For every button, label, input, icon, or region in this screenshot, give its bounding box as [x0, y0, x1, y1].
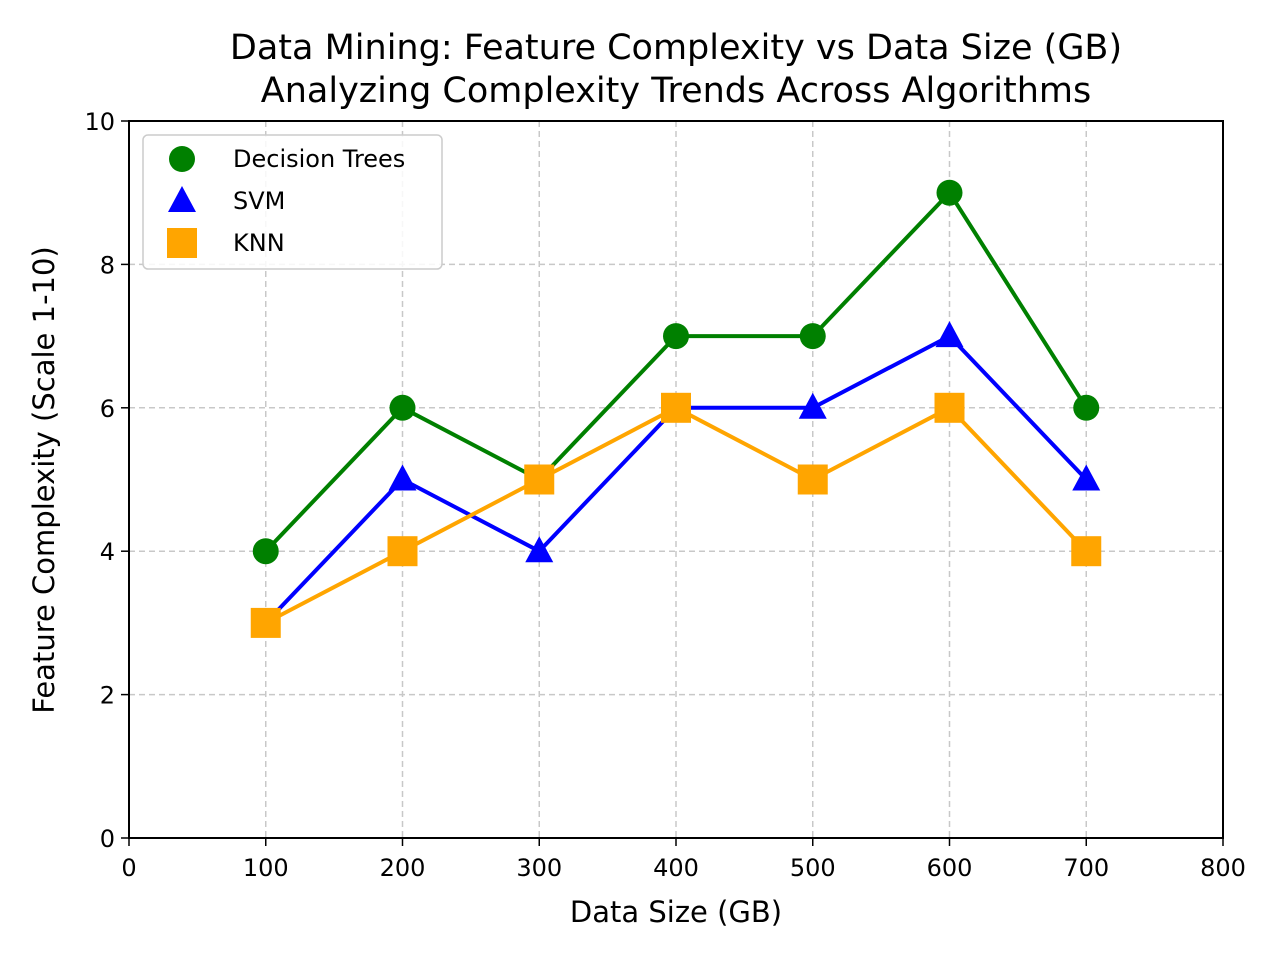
data-point-decision-trees — [1073, 394, 1100, 421]
data-point-decision-trees — [663, 323, 689, 350]
y-tick-label: 6 — [100, 395, 115, 423]
data-point-svm — [388, 464, 417, 491]
x-tick-label: 300 — [516, 854, 562, 882]
chart-title: Data Mining: Feature Complexity vs Data … — [230, 28, 1122, 68]
series-layer — [250, 179, 1102, 638]
x-tick-label: 0 — [121, 854, 136, 882]
x-tick-label: 800 — [1200, 854, 1246, 882]
x-tick-label: 400 — [653, 854, 699, 882]
data-point-knn — [387, 536, 418, 567]
y-tick-label: 8 — [100, 251, 115, 279]
y-tick-label: 2 — [100, 682, 115, 710]
data-point-decision-trees — [936, 179, 963, 206]
data-point-decision-trees — [389, 394, 416, 421]
legend-marker-svm — [168, 186, 196, 212]
legend-marker-decision-trees — [169, 146, 195, 172]
x-tick-label: 700 — [1063, 854, 1109, 882]
x-axis-label: Data Size (GB) — [570, 895, 782, 929]
data-point-knn — [661, 392, 691, 423]
data-point-svm — [525, 536, 554, 563]
legend: Decision Trees SVM KNN — [142, 134, 443, 270]
data-point-knn — [797, 464, 828, 495]
y-axis-label: Feature Complexity (Scale 1-10) — [27, 246, 61, 714]
series-decision-trees — [252, 179, 1100, 565]
data-point-svm — [935, 321, 964, 348]
legend-label-decision-trees: Decision Trees — [233, 145, 405, 173]
data-point-knn — [250, 607, 281, 638]
data-point-knn — [524, 464, 555, 495]
data-point-svm — [1072, 464, 1101, 491]
x-tick-label: 500 — [790, 854, 836, 882]
axis-ticks: 0 100 200 300 400 500 600 700 800 0 2 4 6 8 10 — [84, 108, 1245, 882]
data-point-knn — [934, 392, 965, 423]
data-point-decision-trees — [799, 323, 826, 350]
series-knn — [250, 392, 1102, 638]
legend-marker-knn — [167, 228, 197, 258]
x-tick-label: 600 — [927, 854, 973, 882]
y-tick-label: 4 — [100, 538, 115, 566]
x-tick-label: 200 — [380, 854, 426, 882]
data-point-svm — [798, 392, 827, 419]
y-tick-label: 0 — [100, 825, 115, 853]
x-tick-label: 100 — [243, 854, 289, 882]
chart-subtitle: Analyzing Complexity Trends Across Algor… — [261, 71, 1091, 111]
series-line-svm — [264, 334, 1088, 625]
data-point-knn — [1071, 536, 1102, 567]
legend-label-knn: KNN — [233, 229, 285, 257]
legend-label-svm: SVM — [233, 187, 285, 215]
legend-box — [142, 134, 443, 270]
data-point-decision-trees — [252, 538, 279, 565]
y-tick-label: 10 — [84, 108, 115, 136]
